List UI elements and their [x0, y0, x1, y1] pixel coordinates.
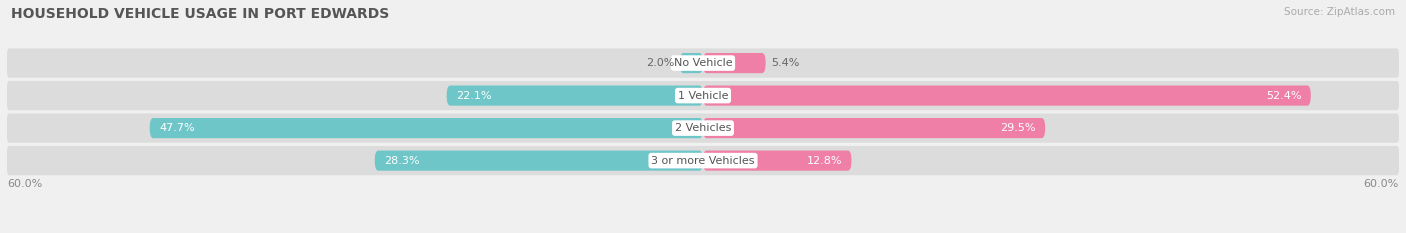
Text: 3 or more Vehicles: 3 or more Vehicles [651, 156, 755, 166]
Text: 2 Vehicles: 2 Vehicles [675, 123, 731, 133]
Text: 28.3%: 28.3% [384, 156, 419, 166]
Text: 12.8%: 12.8% [807, 156, 842, 166]
FancyBboxPatch shape [7, 48, 1399, 78]
Text: 60.0%: 60.0% [7, 179, 42, 189]
FancyBboxPatch shape [7, 81, 1399, 110]
Text: 60.0%: 60.0% [1364, 179, 1399, 189]
FancyBboxPatch shape [7, 113, 1399, 143]
FancyBboxPatch shape [375, 151, 703, 171]
FancyBboxPatch shape [681, 53, 703, 73]
Text: Source: ZipAtlas.com: Source: ZipAtlas.com [1284, 7, 1395, 17]
FancyBboxPatch shape [7, 146, 1399, 175]
Text: HOUSEHOLD VEHICLE USAGE IN PORT EDWARDS: HOUSEHOLD VEHICLE USAGE IN PORT EDWARDS [11, 7, 389, 21]
Text: No Vehicle: No Vehicle [673, 58, 733, 68]
Text: 29.5%: 29.5% [1001, 123, 1036, 133]
Text: 2.0%: 2.0% [645, 58, 673, 68]
FancyBboxPatch shape [703, 86, 1310, 106]
Text: 1 Vehicle: 1 Vehicle [678, 91, 728, 101]
FancyBboxPatch shape [703, 53, 766, 73]
Legend: Owner-occupied, Renter-occupied: Owner-occupied, Renter-occupied [588, 230, 818, 233]
FancyBboxPatch shape [447, 86, 703, 106]
Text: 5.4%: 5.4% [772, 58, 800, 68]
Text: 52.4%: 52.4% [1265, 91, 1302, 101]
Text: 22.1%: 22.1% [456, 91, 492, 101]
FancyBboxPatch shape [703, 151, 852, 171]
FancyBboxPatch shape [149, 118, 703, 138]
FancyBboxPatch shape [703, 118, 1045, 138]
Text: 47.7%: 47.7% [159, 123, 194, 133]
